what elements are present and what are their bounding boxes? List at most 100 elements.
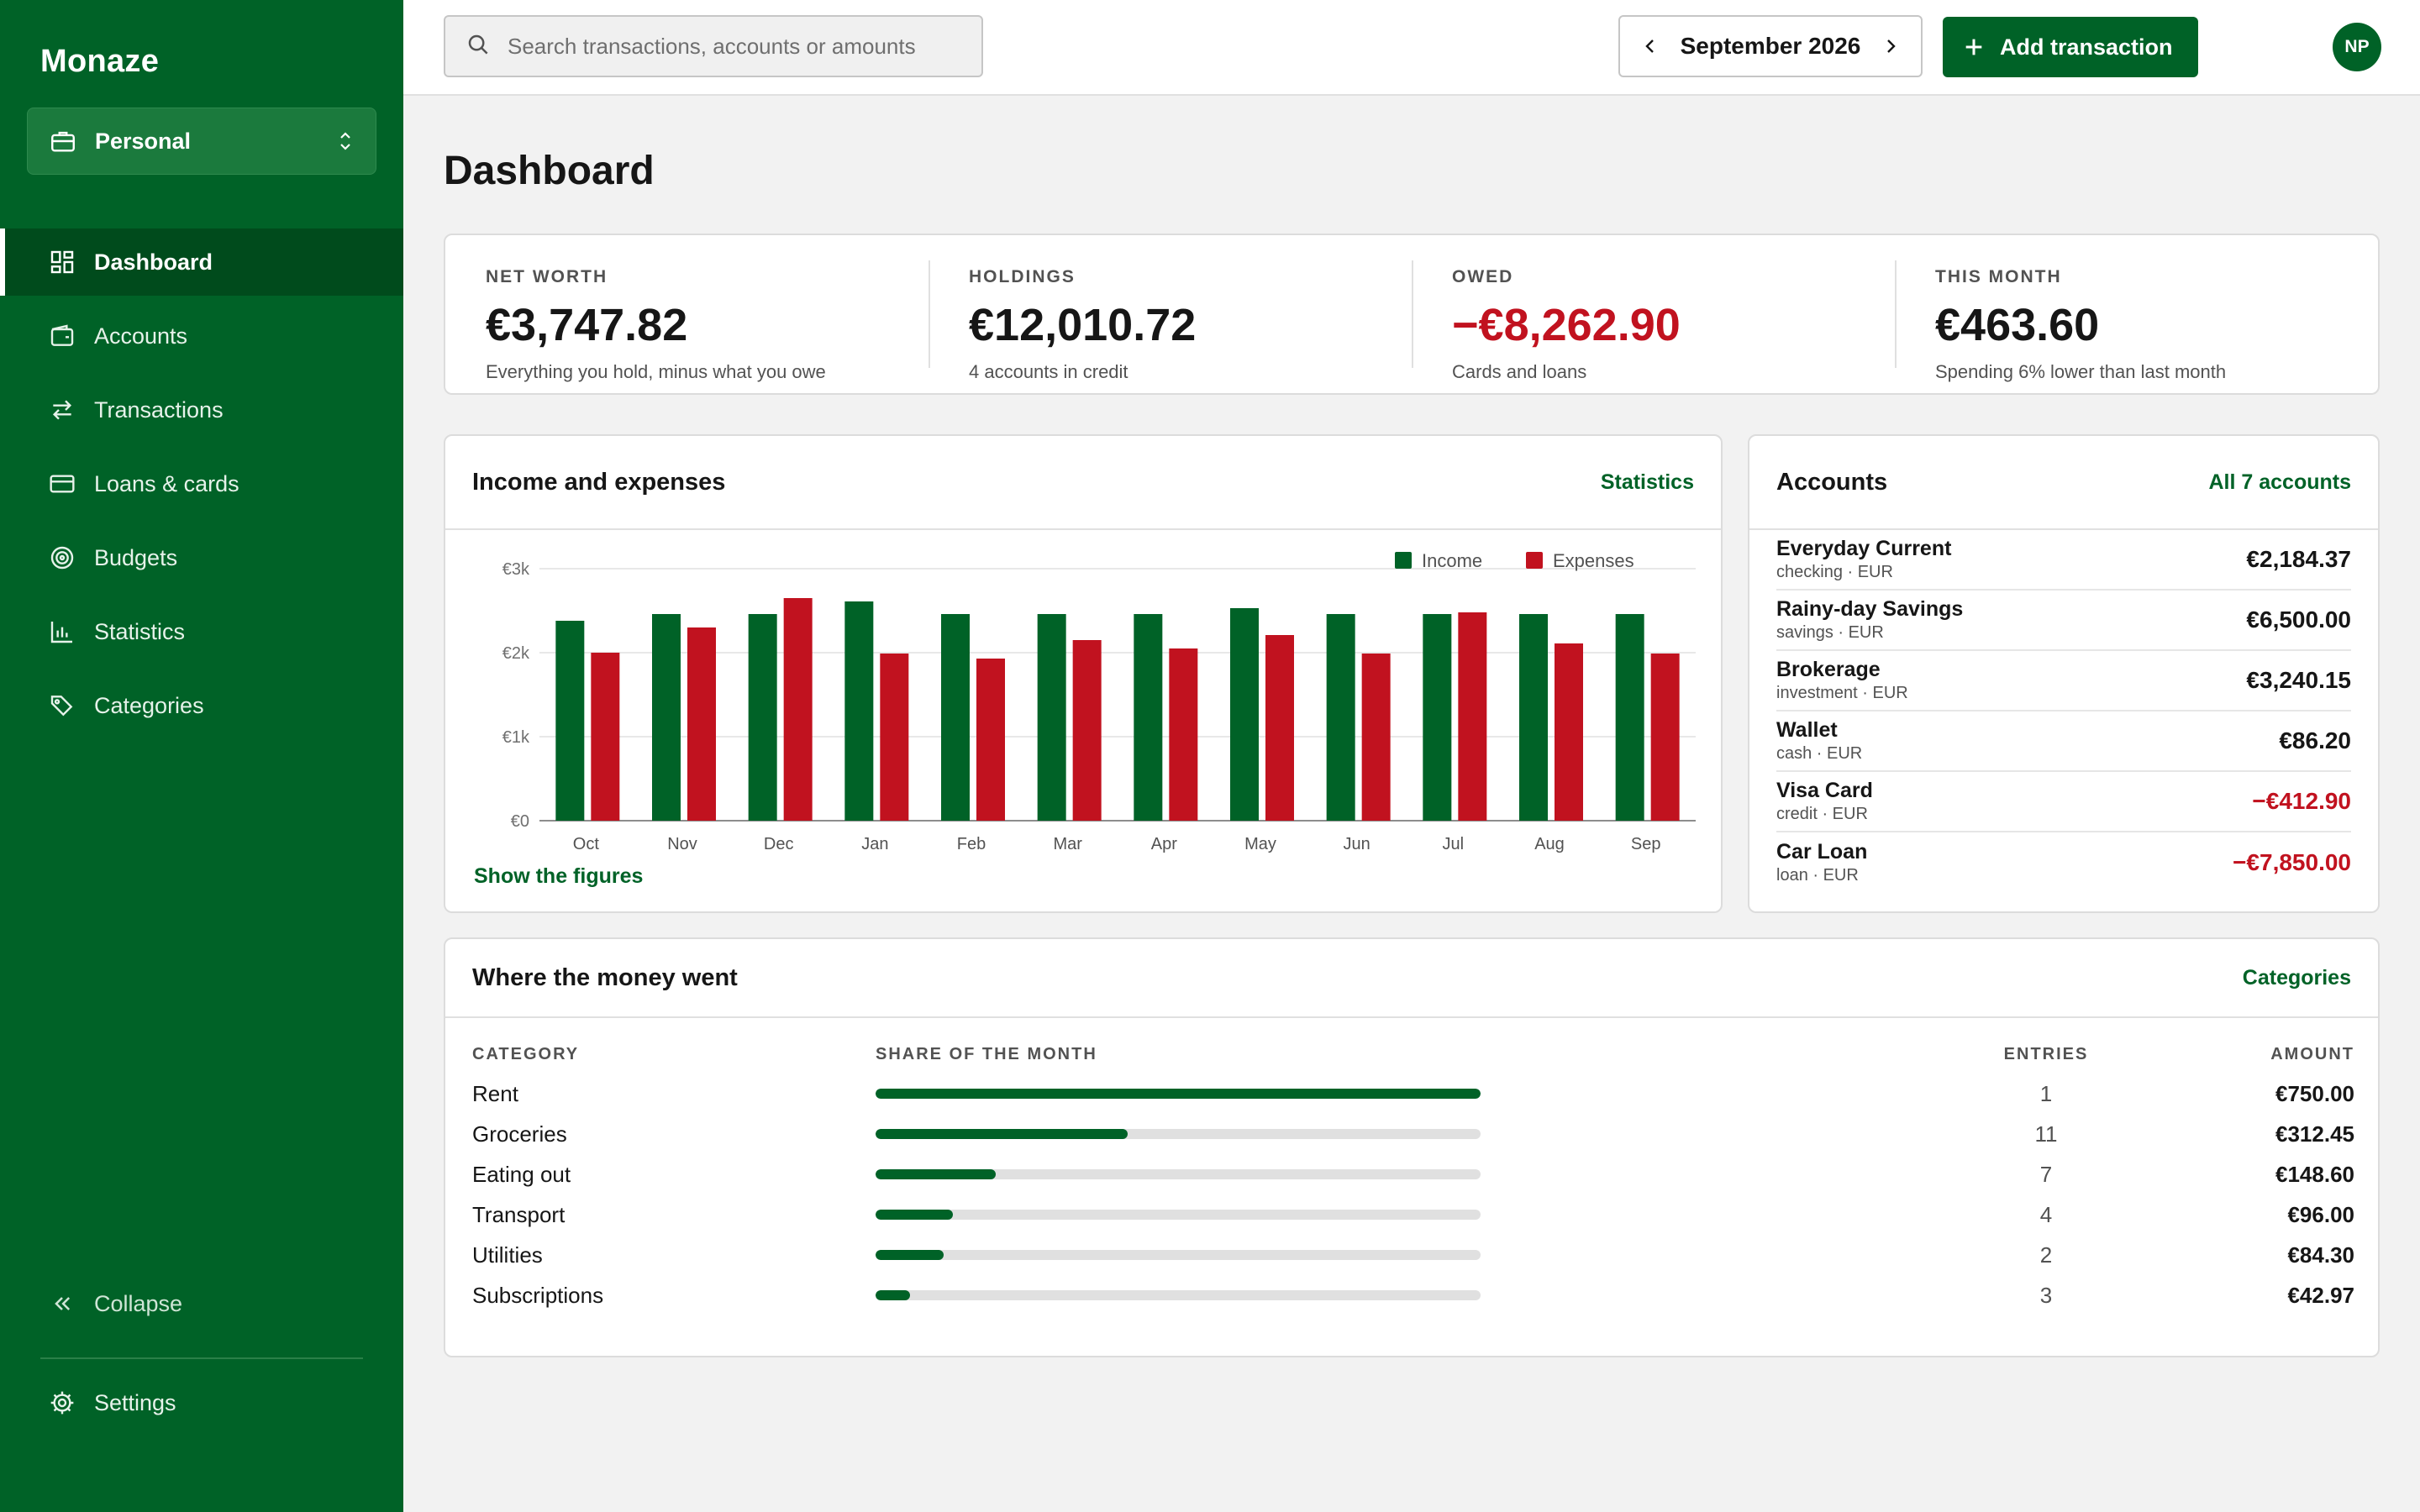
account-row[interactable]: Everyday Current checking · EUR €2,184.37 [1776, 530, 2351, 591]
expense-bar [1072, 640, 1102, 821]
kpi-this-month: THIS MONTH €463.60 Spending 6% lower tha… [1895, 235, 2378, 393]
account-meta: savings · EUR [1776, 623, 1884, 642]
workspace-switcher[interactable]: Personal [27, 108, 376, 175]
share-bar [876, 1129, 1481, 1139]
kpi-value: €12,010.72 [969, 300, 1197, 350]
account-row[interactable]: Car Loan loan · EUR −€7,850.00 [1776, 832, 2351, 893]
table-row[interactable]: Rent 1 €750.00 [472, 1074, 2354, 1114]
topbar: September 2026 Add transaction NP [403, 0, 2420, 96]
share-bar [876, 1089, 1481, 1099]
income-bar [748, 614, 777, 821]
sidebar: Monaze Personal Dashboard Accounts Trans [0, 0, 403, 1512]
kpi-value: −€8,262.90 [1452, 300, 1681, 350]
x-tick-label: Dec [764, 835, 794, 853]
account-row[interactable]: Brokerage investment · EUR €3,240.15 [1776, 651, 2351, 711]
income-expenses-card: Income and expenses Statistics €0 €1k €2k €… [444, 434, 1723, 913]
wallet-icon [47, 321, 77, 351]
entries-count: 2 [2039, 1242, 2053, 1268]
category-amount: €42.97 [2287, 1282, 2354, 1308]
account-row[interactable]: Visa Card credit · EUR −€412.90 [1776, 772, 2351, 832]
app-logo[interactable]: Monaze [40, 44, 160, 79]
x-tick-label: Nov [667, 835, 697, 853]
category-name: Transport [472, 1201, 566, 1227]
account-amount: −€7,850.00 [2233, 849, 2351, 875]
tags-icon [47, 690, 77, 721]
category-name: Eating out [472, 1161, 571, 1187]
chevron-left-icon[interactable] [1639, 34, 1662, 58]
expense-bar [687, 627, 716, 821]
category-amount: €312.45 [2275, 1121, 2354, 1147]
category-amount: €750.00 [2275, 1080, 2354, 1106]
nav-item-categories[interactable]: Categories [0, 672, 403, 739]
nav-item-transactions[interactable]: Transactions [0, 376, 403, 444]
nav-item-loans-cards[interactable]: Loans & cards [0, 450, 403, 517]
nav-item-statistics[interactable]: Statistics [0, 598, 403, 665]
category-amount: €148.60 [2275, 1161, 2354, 1187]
account-row[interactable]: Wallet cash · EUR €86.20 [1776, 711, 2351, 772]
categories-link[interactable]: Categories [2242, 965, 2351, 990]
expense-bar [1169, 648, 1198, 821]
search-box[interactable] [444, 15, 983, 77]
workspace-label: Personal [95, 128, 192, 154]
y-tick-label: €0 [511, 812, 529, 831]
kpi-value: €3,747.82 [486, 300, 688, 350]
income-bar [1615, 614, 1644, 821]
expense-bar [1458, 612, 1487, 821]
account-row[interactable]: Rainy-day Savings savings · EUR €6,500.00 [1776, 591, 2351, 651]
y-tick-label: €2k [502, 644, 530, 663]
account-amount: −€412.90 [2252, 788, 2351, 814]
nav-item-budgets[interactable]: Budgets [0, 524, 403, 591]
account-meta: investment · EUR [1776, 684, 1908, 702]
column-header-share: SHARE OF THE MONTH [876, 1044, 1097, 1063]
column-header-entries: ENTRIES [2003, 1044, 2089, 1063]
month-label[interactable]: September 2026 [1680, 33, 1861, 59]
entries-count: 11 [2034, 1121, 2058, 1147]
avatar[interactable]: NP [2333, 23, 2381, 71]
entries-count: 1 [2039, 1080, 2053, 1106]
income-bar [555, 621, 585, 821]
expense-bar [880, 654, 909, 821]
nav-label: Budgets [94, 544, 178, 570]
income-bar [1326, 614, 1355, 821]
add-transaction-button[interactable]: Add transaction [1943, 17, 2198, 77]
nav-item-accounts[interactable]: Accounts [0, 302, 403, 370]
y-tick-label: €1k [502, 728, 530, 747]
x-tick-label: Sep [1631, 835, 1661, 853]
show-figures-link[interactable]: Show the figures [474, 864, 644, 888]
kpi-strip: NET WORTH €3,747.82 Everything you hold,… [444, 234, 2380, 395]
x-tick-label: Jun [1344, 835, 1370, 853]
transfer-arrows-icon [47, 395, 77, 425]
table-row[interactable]: Transport 4 €96.00 [472, 1194, 2354, 1235]
account-meta: cash · EUR [1776, 744, 1863, 763]
income-bar [1423, 614, 1452, 821]
chevron-right-icon[interactable] [1879, 34, 1902, 58]
income-bar [1519, 614, 1548, 821]
table-row[interactable]: Eating out 7 €148.60 [472, 1154, 2354, 1194]
expense-bar [591, 653, 620, 821]
kpi-holdings: HOLDINGS €12,010.72 4 accounts in credit [929, 235, 1412, 393]
expense-bar [1265, 635, 1294, 821]
accounts-list: Everyday Current checking · EUR €2,184.37… [1749, 530, 2378, 893]
card-header: Income and expenses Statistics [445, 436, 1721, 530]
all-accounts-link[interactable]: All 7 accounts [2208, 470, 2352, 494]
statistics-link[interactable]: Statistics [1600, 470, 1694, 494]
spending-card: Where the money went Categories CATEGORY… [444, 937, 2380, 1357]
nav-item-dashboard[interactable]: Dashboard [0, 228, 403, 296]
kpi-subtitle: Everything you hold, minus what you owe [486, 361, 826, 382]
month-picker: September 2026 [1618, 15, 1923, 77]
entries-count: 3 [2039, 1282, 2053, 1308]
collapse-button[interactable]: Collapse [47, 1289, 182, 1319]
account-name: Brokerage [1776, 658, 1881, 681]
share-bar [876, 1210, 1481, 1220]
table-row[interactable]: Groceries 11 €312.45 [472, 1114, 2354, 1154]
expense-bar [1650, 654, 1680, 821]
search-input[interactable] [508, 33, 978, 60]
settings-button[interactable]: Settings [47, 1388, 176, 1418]
x-tick-label: Aug [1534, 835, 1565, 853]
table-row[interactable]: Subscriptions 3 €42.97 [472, 1275, 2354, 1315]
table-row[interactable]: Utilities 2 €84.30 [472, 1235, 2354, 1275]
settings-label: Settings [94, 1389, 176, 1415]
y-tick-label: €3k [502, 560, 530, 579]
account-amount: €3,240.15 [2246, 667, 2351, 693]
target-icon [47, 543, 77, 573]
